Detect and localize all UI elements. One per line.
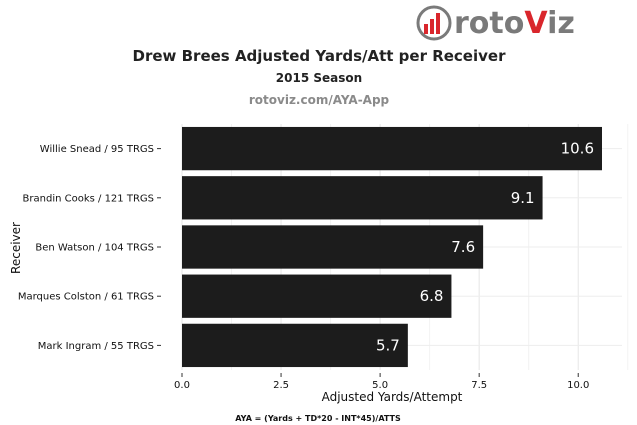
bar (182, 126, 602, 171)
logo-text-suffix: iz (547, 6, 575, 41)
x-tick-label: 7.5 (471, 380, 487, 391)
data-label: 10.6 (561, 140, 594, 158)
x-tick-label: 5.0 (372, 380, 388, 391)
logo-text-prefix: roto (454, 6, 524, 41)
x-tick-label: 10.0 (567, 380, 589, 391)
category-label: Ben Watson / 104 TRGS (35, 243, 154, 254)
rotoviz-logo: rotoViz (416, 5, 575, 41)
footnote: AYA = (Yards + TD*20 - INT*45)/ATTS (235, 414, 401, 423)
x-axis-title: Adjusted Yards/Attempt (322, 390, 463, 404)
data-label: 7.6 (451, 238, 475, 256)
x-axis-ticks: 0.0 2.5 5.0 7.5 10.0 (174, 373, 589, 391)
category-labels: Willie Snead / 95 TRGS Brandin Cooks / 12… (18, 144, 161, 352)
bars: 10.6 9.1 7.6 6.8 5.7 (182, 126, 602, 368)
category-label: Mark Ingram / 55 TRGS (38, 341, 154, 352)
chart-source: rotoviz.com/AYA-App (249, 93, 390, 107)
category-label: Brandin Cooks / 121 TRGS (23, 193, 154, 204)
x-tick-label: 2.5 (273, 380, 289, 391)
bar (182, 176, 543, 220)
data-label: 9.1 (511, 189, 535, 207)
logo-mark-icon (416, 5, 452, 41)
chart-subtitle: 2015 Season (276, 71, 362, 85)
data-label: 6.8 (420, 287, 444, 305)
data-label: 5.7 (376, 336, 400, 354)
svg-text:rotoViz: rotoViz (454, 6, 575, 41)
chart-title: Drew Brees Adjusted Yards/Att per Receiv… (133, 47, 507, 65)
x-tick-label: 0.0 (174, 380, 190, 391)
y-axis-title: Receiver (9, 222, 23, 274)
logo-text-highlight: V (524, 6, 548, 41)
bar (182, 323, 408, 368)
category-label: Marques Colston / 61 TRGS (18, 292, 154, 303)
category-label: Willie Snead / 95 TRGS (40, 144, 154, 155)
bar (182, 225, 484, 269)
bar (182, 274, 452, 318)
